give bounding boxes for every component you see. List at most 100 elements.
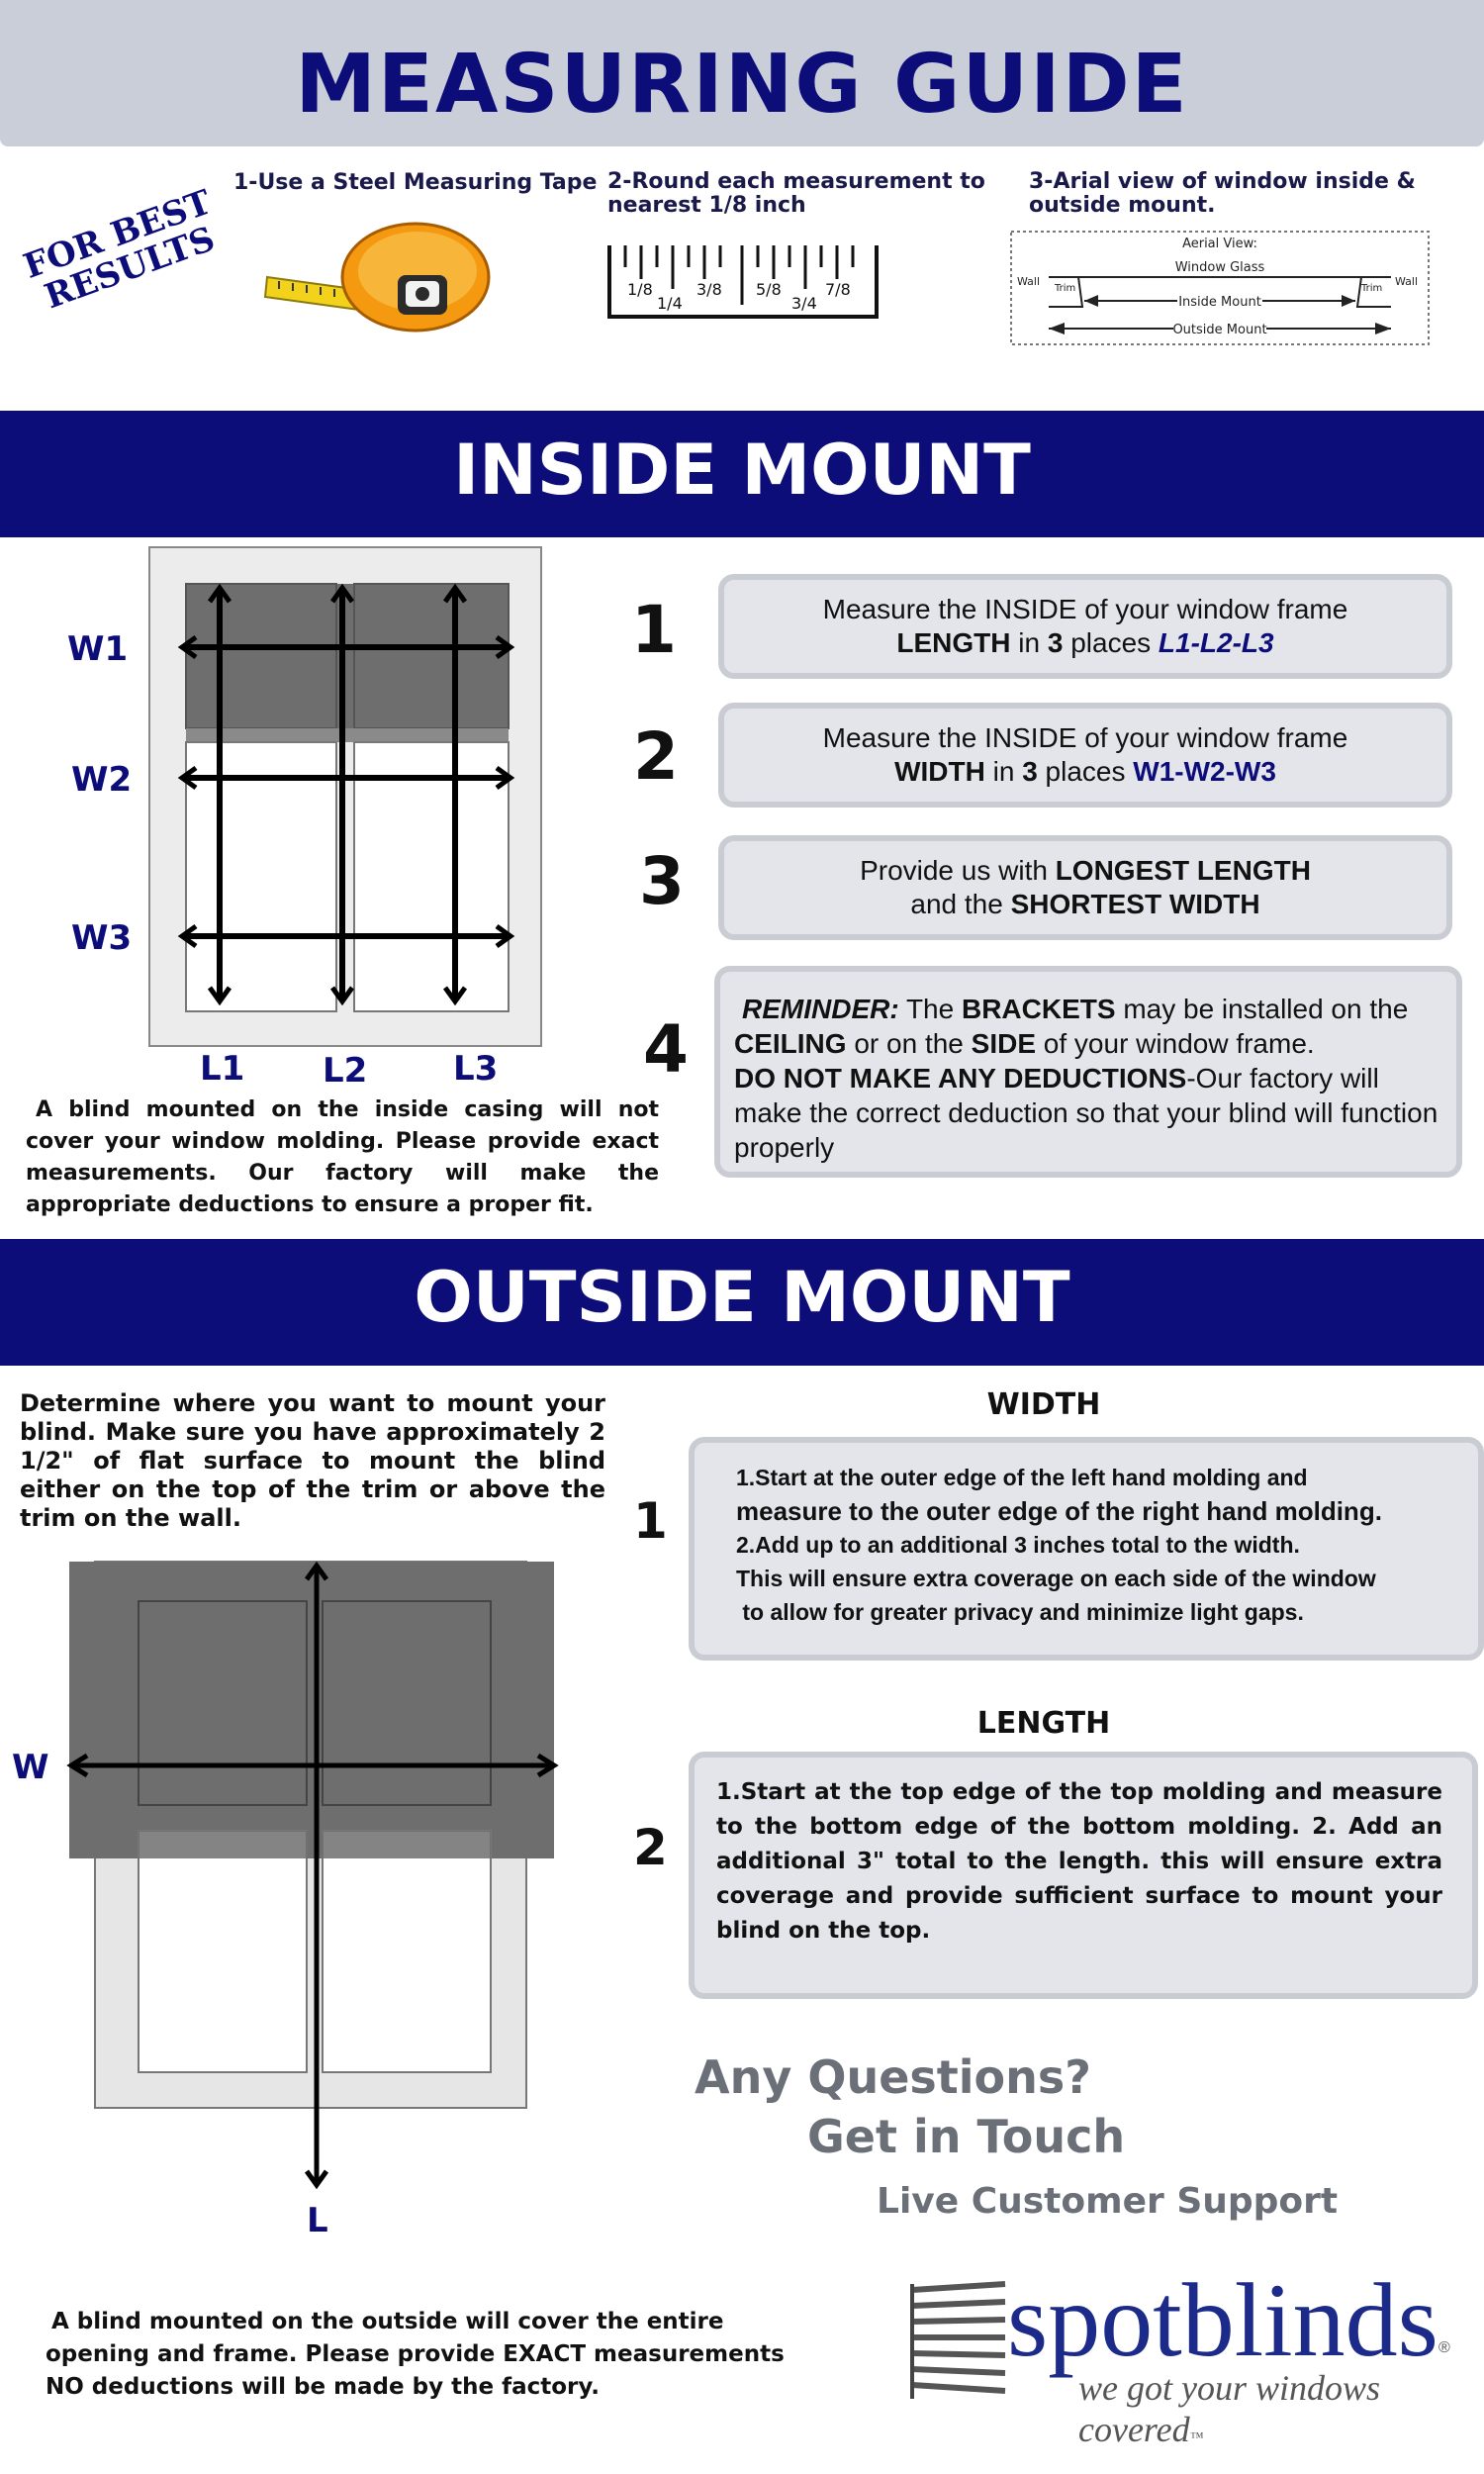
length-step-number: 2 [633,1819,668,1876]
inside-step-2-codes: W1-W2-W3 [1133,756,1276,787]
ruler-label-3-8: 3/8 [696,280,722,299]
reminder-text-3: or on the [846,1028,972,1059]
inside-mount-banner [0,411,1484,537]
inside-step-2-count: 3 [1022,756,1038,787]
ruler-icon: 1/8 1/4 3/8 5/8 3/4 7/8 [607,245,879,319]
aerial-glass-label: Window Glass [1175,260,1265,275]
inside-mount-note: A blind mounted on the inside casing wil… [26,1097,659,1217]
inside-step-2-number: 2 [633,718,679,795]
length-text: 1.Start at the top edge of the top moldi… [716,1779,1442,1944]
inside-step-3-number: 3 [639,843,685,919]
tip-3-line-2: outside mount. [1029,193,1216,218]
inside-step-2-line-2: WIDTH in 3 places W1-W2-W3 [894,755,1276,789]
reminder-text-1: The [898,994,962,1024]
outside-window-diagram [66,1561,559,2190]
get-in-touch-text: Get in Touch [807,2110,1126,2163]
label-w3: W3 [71,918,133,958]
inside-step-2-width: WIDTH [894,756,985,787]
outside-mount-intro: Determine where you want to mount your b… [20,1389,605,1532]
tip-2-label: 2-Round each measurement to nearest 1/8 … [607,170,985,218]
ruler-label-7-8: 7/8 [825,280,851,299]
aerial-view-diagram: Aerial View: Window Glass Wall Wall Trim… [1010,231,1430,345]
ruler-label-1-8: 1/8 [627,280,653,299]
inside-step-2-in: in [984,756,1023,787]
aerial-wall-right: Wall [1395,275,1418,288]
reminder-text-5: -Our factory will make the correct deduc… [734,1063,1438,1163]
tip-2-line-2: nearest 1/8 inch [607,193,806,218]
inside-step-4-box: REMINDER: The BRACKETS may be installed … [714,966,1462,1178]
inside-step-4-number: 4 [643,1011,689,1088]
width-step-number: 1 [633,1492,668,1550]
inside-mount-heading: INSIDE MOUNT [453,429,1031,511]
tip-3-line-1: 3-Arial view of window inside & [1029,169,1416,194]
width-box: 1.Start at the outer edge of the left ha… [689,1437,1484,1661]
inside-step-3-line-1: Provide us with LONGEST LENGTH [860,854,1311,888]
outside-mount-note: A blind mounted on the outside will cove… [46,2306,785,2404]
inside-step-3-provide: Provide us with [860,855,1056,886]
length-box: 1.Start at the top edge of the top moldi… [689,1752,1478,1999]
reminder-brackets: BRACKETS [961,994,1116,1024]
ruler-label-1-4: 1/4 [657,294,683,313]
reminder-text-4: of your window frame. [1036,1028,1315,1059]
reminder-side: SIDE [971,1028,1037,1059]
label-l3: L3 [453,1049,499,1089]
inside-step-1-length: LENGTH [896,627,1011,658]
label-l2: L2 [323,1051,368,1091]
outside-note-line-3: NO deductions will be made by the factor… [46,2374,600,2400]
inside-step-2-box: Measure the INSIDE of your window frame … [718,703,1452,808]
inside-step-1-number: 1 [631,592,677,668]
inside-window-diagram [148,546,542,1047]
live-support-text: Live Customer Support [877,2181,1339,2222]
length-title: LENGTH [976,1706,1111,1741]
outside-note-line-2: opening and frame. Please provide EXACT … [46,2341,785,2367]
tape-measure-icon [263,222,491,333]
inside-step-1-codes: L1-L2-L3 [1158,627,1274,658]
inside-step-1-places: places [1063,627,1159,658]
aerial-trim-right: Trim [1360,283,1382,294]
inside-step-1-in: in [1010,627,1048,658]
inside-step-1-count: 3 [1047,627,1064,658]
reminder-ceiling: CEILING [734,1028,847,1059]
aerial-trim-left: Trim [1054,283,1075,294]
label-w: W [12,1748,49,1787]
brand-name: spotblinds [1007,2262,1438,2378]
reminder-text-2: may be installed on the [1115,994,1409,1024]
outside-note-line-1: A blind mounted on the outside will cove… [51,2309,724,2334]
width-line-5: to allow for greater privacy and minimiz… [736,1599,1304,1625]
page-title: MEASURING GUIDE [295,38,1189,132]
label-l: L [307,2201,328,2240]
reminder-label: REMINDER: [742,994,899,1024]
title-band [0,0,1484,146]
tip-3-label: 3-Arial view of window inside & outside … [1029,170,1416,218]
brand-tagline-text: we got your windows covered [1078,2368,1381,2449]
inside-step-3-and: and the [910,889,1011,919]
aerial-title: Aerial View: [1182,237,1257,251]
aerial-inside-label: Inside Mount [1178,295,1261,310]
blinds-logo-icon [910,2281,1006,2399]
reminder-no-deductions: DO NOT MAKE ANY DEDUCTIONS [734,1063,1187,1094]
width-line-1: 1.Start at the outer edge of the left ha… [736,1465,1308,1490]
aerial-wall-left: Wall [1017,275,1040,288]
width-line-3: 2.Add up to an additional 3 inches total… [736,1532,1300,1558]
best-results-badge: FOR BEST RESULTS [5,179,243,324]
inside-step-2-places: places [1037,756,1134,787]
any-questions-text: Any Questions? [695,2050,1091,2104]
ruler-label-3-4: 3/4 [791,294,817,313]
width-title: WIDTH [986,1387,1101,1422]
label-l1: L1 [200,1049,245,1089]
width-line-2: measure to the outer edge of the right h… [736,1496,1382,1526]
brand-tm-mark: ™ [1189,2430,1204,2445]
tip-1-label: 1-Use a Steel Measuring Tape [233,170,598,195]
inside-step-3-line-2: and the SHORTEST WIDTH [910,888,1259,921]
brand-reg-mark: ® [1438,2339,1450,2356]
inside-step-1-line-1: Measure the INSIDE of your window frame [822,594,1348,624]
inside-step-3-longest: LONGEST LENGTH [1055,855,1311,886]
inside-step-3-box: Provide us with LONGEST LENGTH and the S… [718,835,1452,940]
tip-2-line-1: 2-Round each measurement to [607,169,985,194]
label-w2: W2 [71,760,133,800]
width-line-4: This will ensure extra coverage on each … [736,1566,1376,1591]
inside-step-1-line-2: LENGTH in 3 places L1-L2-L3 [896,626,1273,660]
label-w1: W1 [67,629,129,669]
ruler-label-5-8: 5/8 [756,280,782,299]
inside-step-1-box: Measure the INSIDE of your window frame … [718,574,1452,679]
